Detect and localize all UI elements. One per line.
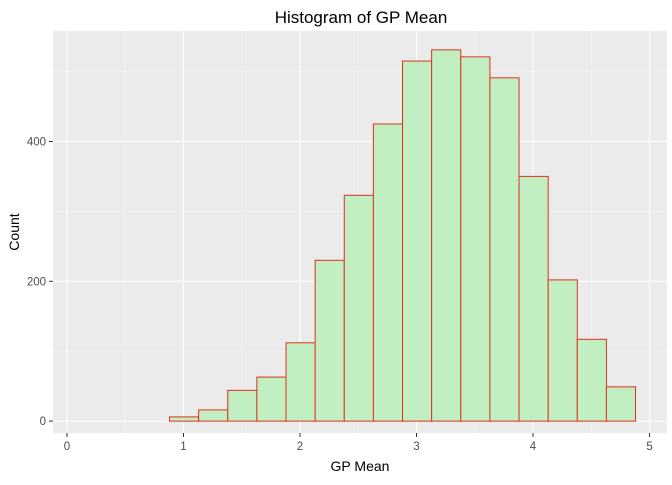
x-axis: 0 1 2 3 4 5 [64, 433, 653, 453]
x-tick-label: 2 [297, 441, 303, 453]
histogram-bar [547, 279, 578, 422]
y-axis: 0 200 400 [27, 136, 53, 428]
y-axis-title: Count [6, 213, 22, 250]
histogram-bar [285, 342, 316, 422]
histogram-bar [343, 194, 374, 422]
histogram-bar [605, 386, 637, 422]
histogram-bar [256, 376, 287, 422]
x-tick-label: 1 [180, 441, 186, 453]
x-tick-label: 3 [413, 441, 419, 453]
histogram-bar [402, 60, 433, 422]
histogram-bar [198, 409, 229, 422]
histogram-bar [460, 56, 491, 422]
histogram-bar [489, 77, 520, 422]
histogram-bars [169, 49, 637, 422]
y-tick-label: 200 [27, 276, 46, 288]
y-tick-label: 0 [40, 416, 46, 428]
x-tick-label: 0 [64, 441, 70, 453]
histogram-bar [576, 338, 607, 422]
histogram-bar [431, 49, 462, 422]
histogram-bar [227, 389, 258, 422]
x-tick-label: 4 [530, 441, 537, 453]
histogram-bar [314, 259, 345, 422]
x-tick-label: 5 [646, 441, 652, 453]
chart-title: Histogram of GP Mean [275, 8, 448, 27]
histogram-bar [518, 175, 549, 422]
x-axis-title: GP Mean [331, 458, 390, 474]
histogram-bar [169, 416, 200, 422]
y-tick-label: 400 [27, 136, 46, 148]
histogram-bar [372, 123, 404, 422]
